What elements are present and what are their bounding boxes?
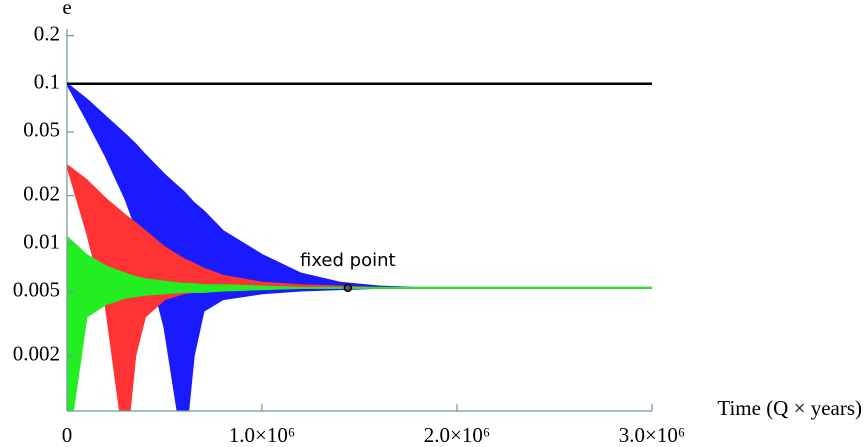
x-axis-label: Time (Q × years) [717,396,862,420]
annotation: fixed point [300,250,396,271]
y-tick-label: 0.05 [23,118,60,142]
y-tick-label: 0.1 [34,70,60,94]
y-tick-label: 0.02 [23,181,60,205]
y-tick-label: 0.2 [34,21,60,45]
y-tick-label: 0.002 [13,341,60,365]
y-tick-label: 0.005 [13,278,60,302]
y-tick-label: 0.01 [23,230,60,254]
fixed-point-marker [343,283,353,293]
plot-area [67,82,652,411]
x-tick-label: 1.0×10⁶ [229,423,295,447]
x-tick-label: 2.0×10⁶ [424,423,490,447]
band-area [67,236,652,411]
x-tick-label: 0 [62,423,73,447]
x-tick-label: 3.0×10⁶ [619,423,685,447]
y-axis-label: e [62,0,71,19]
